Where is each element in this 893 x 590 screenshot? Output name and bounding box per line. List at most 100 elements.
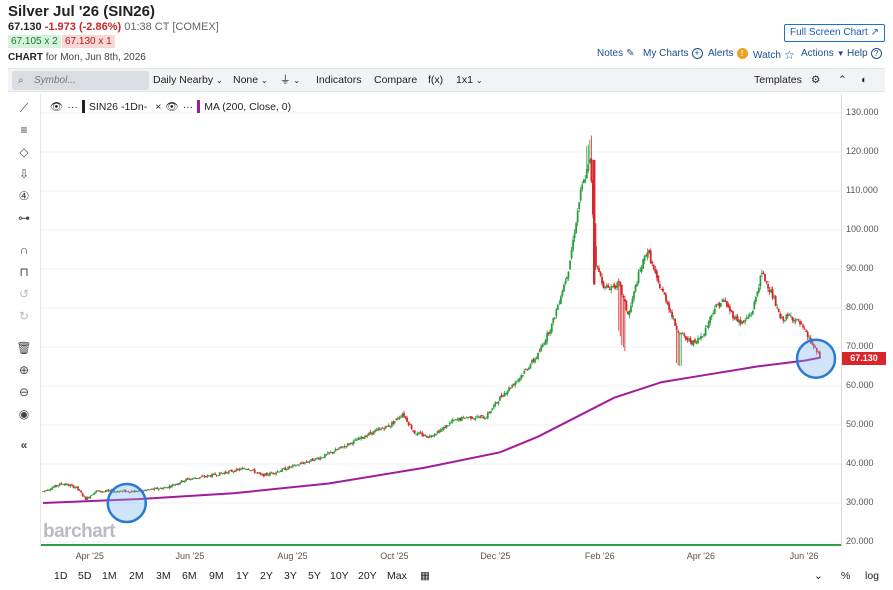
candle-body: [450, 421, 453, 423]
period-dropdown[interactable]: Daily Nearby ⌄: [153, 72, 223, 89]
range-button-5d[interactable]: 5D: [78, 570, 92, 582]
full-screen-chart-button[interactable]: Full Screen Chart ↗: [784, 24, 885, 42]
candle-body: [425, 435, 428, 438]
undo-icon[interactable]: ↺: [18, 287, 30, 301]
more-icon[interactable]: ···: [67, 100, 78, 113]
more-icon[interactable]: ···: [182, 100, 194, 113]
candle-body: [494, 402, 497, 406]
candle-body: [51, 487, 54, 490]
candle-body: [387, 425, 390, 427]
lock-icon[interactable]: ⊓: [19, 265, 29, 279]
candle-body: [666, 301, 669, 304]
pattern-tool-icon[interactable]: ⊶: [18, 211, 30, 225]
close-icon[interactable]: ×: [155, 100, 162, 113]
candle-body: [220, 472, 223, 474]
compare-button[interactable]: Compare: [374, 74, 418, 86]
range-button-2m[interactable]: 2M: [129, 570, 144, 582]
help-link[interactable]: Help ?: [847, 48, 882, 59]
candle-body: [267, 474, 270, 476]
instrument-title: Silver Jul '26 (SIN26): [8, 3, 155, 20]
shape-tool-icon[interactable]: ◇: [19, 145, 29, 159]
notes-link[interactable]: Notes ✎: [597, 48, 635, 59]
range-button-6m[interactable]: 6M: [182, 570, 197, 582]
range-button-1y[interactable]: 1Y: [236, 570, 249, 582]
last-price: 67.130: [8, 21, 42, 33]
drawing-tools-sidebar: ⟋ ≡ ◇ ⇩ ④ ⊶ ∩ ⊓ ↺ ↻ 🗑 ⊕ ⊖ ◉ «: [8, 94, 38, 564]
range-button-3y[interactable]: 3Y: [284, 570, 297, 582]
percent-toggle[interactable]: %: [841, 570, 851, 582]
zoom-out-icon[interactable]: ⊖: [18, 385, 30, 399]
indicators-button[interactable]: Indicators: [316, 74, 362, 86]
range-button-9m[interactable]: 9M: [209, 570, 224, 582]
candle-body: [486, 412, 489, 419]
dark-mode-icon[interactable]: ◐: [861, 74, 868, 86]
candle-body: [645, 255, 648, 257]
candle-body: [741, 321, 744, 324]
candle-body: [424, 434, 427, 436]
line-tool-icon[interactable]: ⟋: [19, 101, 29, 115]
range-button-5y[interactable]: 5Y: [308, 570, 321, 582]
trash-icon[interactable]: 🗑: [16, 341, 32, 355]
candle-body: [471, 417, 474, 419]
fibonacci-tool-icon[interactable]: ≡: [20, 123, 28, 137]
magnet-icon[interactable]: ∩: [19, 243, 29, 257]
chart-type-dropdown[interactable]: ⏚ ⌄: [280, 72, 300, 89]
actions-menu[interactable]: Actions ▼: [801, 48, 845, 59]
aggregation-dropdown[interactable]: None ⌄: [233, 72, 268, 89]
range-button-1d[interactable]: 1D: [54, 570, 68, 582]
candle-body: [649, 250, 652, 264]
candle-body: [404, 416, 407, 418]
price-chart[interactable]: [41, 94, 842, 546]
candle-body: [310, 459, 312, 461]
arrow-down-tool-icon[interactable]: ⇩: [18, 167, 30, 181]
candle-body: [314, 458, 317, 460]
chart-plot-area[interactable]: [40, 94, 842, 546]
candle-body: [761, 272, 763, 275]
range-button-20y[interactable]: 20Y: [358, 570, 377, 582]
candle-body: [54, 485, 57, 488]
number-marker-icon[interactable]: ④: [18, 189, 30, 203]
log-toggle[interactable]: log: [865, 570, 880, 582]
candle-body: [619, 281, 622, 287]
candle-body: [768, 289, 771, 292]
zoom-in-icon[interactable]: ⊕: [18, 363, 30, 377]
calendar-icon[interactable]: ▦: [420, 570, 430, 582]
candle-body: [640, 267, 643, 273]
candle-body: [115, 491, 118, 493]
candle-body: [774, 296, 777, 306]
candle-body: [128, 492, 131, 493]
range-button-3m[interactable]: 3M: [156, 570, 171, 582]
full-screen-label: Full Screen Chart: [790, 27, 868, 38]
scroll-end-icon[interactable]: ⌄: [814, 570, 823, 582]
eye-icon[interactable]: 👁: [50, 101, 64, 113]
candle-body: [262, 473, 265, 477]
range-button-2y[interactable]: 2Y: [260, 570, 273, 582]
templates-button[interactable]: Templates: [754, 74, 802, 86]
layout-dropdown[interactable]: 1x1 ⌄: [456, 72, 483, 89]
candle-body: [302, 463, 305, 465]
range-bar: 1D 5D 1M 2M 3M 6M 9M 1Y 2Y 3Y 5Y 10Y 20Y Max ▦ ⌄ % lo…: [8, 565, 885, 587]
range-button-1m[interactable]: 1M: [102, 570, 117, 582]
candle-body: [639, 270, 641, 272]
price-axis[interactable]: [841, 94, 889, 546]
candle-body: [157, 488, 160, 490]
candle-body: [386, 425, 389, 427]
range-button-max[interactable]: Max: [387, 570, 407, 582]
gear-icon[interactable]: ⚙: [811, 74, 821, 86]
eye-icon[interactable]: ◉: [18, 407, 30, 421]
candle-body: [113, 491, 116, 493]
candle-body: [290, 466, 293, 468]
symbol-search-input[interactable]: ⌕ Symbol...: [12, 71, 149, 90]
redo-icon[interactable]: ↻: [18, 309, 30, 323]
y-axis-tick: 100.000: [846, 224, 879, 234]
collapse-sidebar-icon[interactable]: «: [20, 438, 28, 452]
my-charts-link[interactable]: My Charts +: [643, 48, 703, 59]
candle-body: [476, 416, 479, 418]
range-button-10y[interactable]: 10Y: [330, 570, 349, 582]
watch-link[interactable]: Watch ☆: [753, 48, 795, 62]
collapse-icon[interactable]: ⌃: [838, 74, 847, 86]
eye-icon[interactable]: 👁: [165, 101, 179, 113]
function-button[interactable]: f(x): [428, 74, 444, 86]
chevron-down-icon: ⌄: [475, 76, 483, 85]
alerts-link[interactable]: Alerts !: [708, 48, 748, 59]
